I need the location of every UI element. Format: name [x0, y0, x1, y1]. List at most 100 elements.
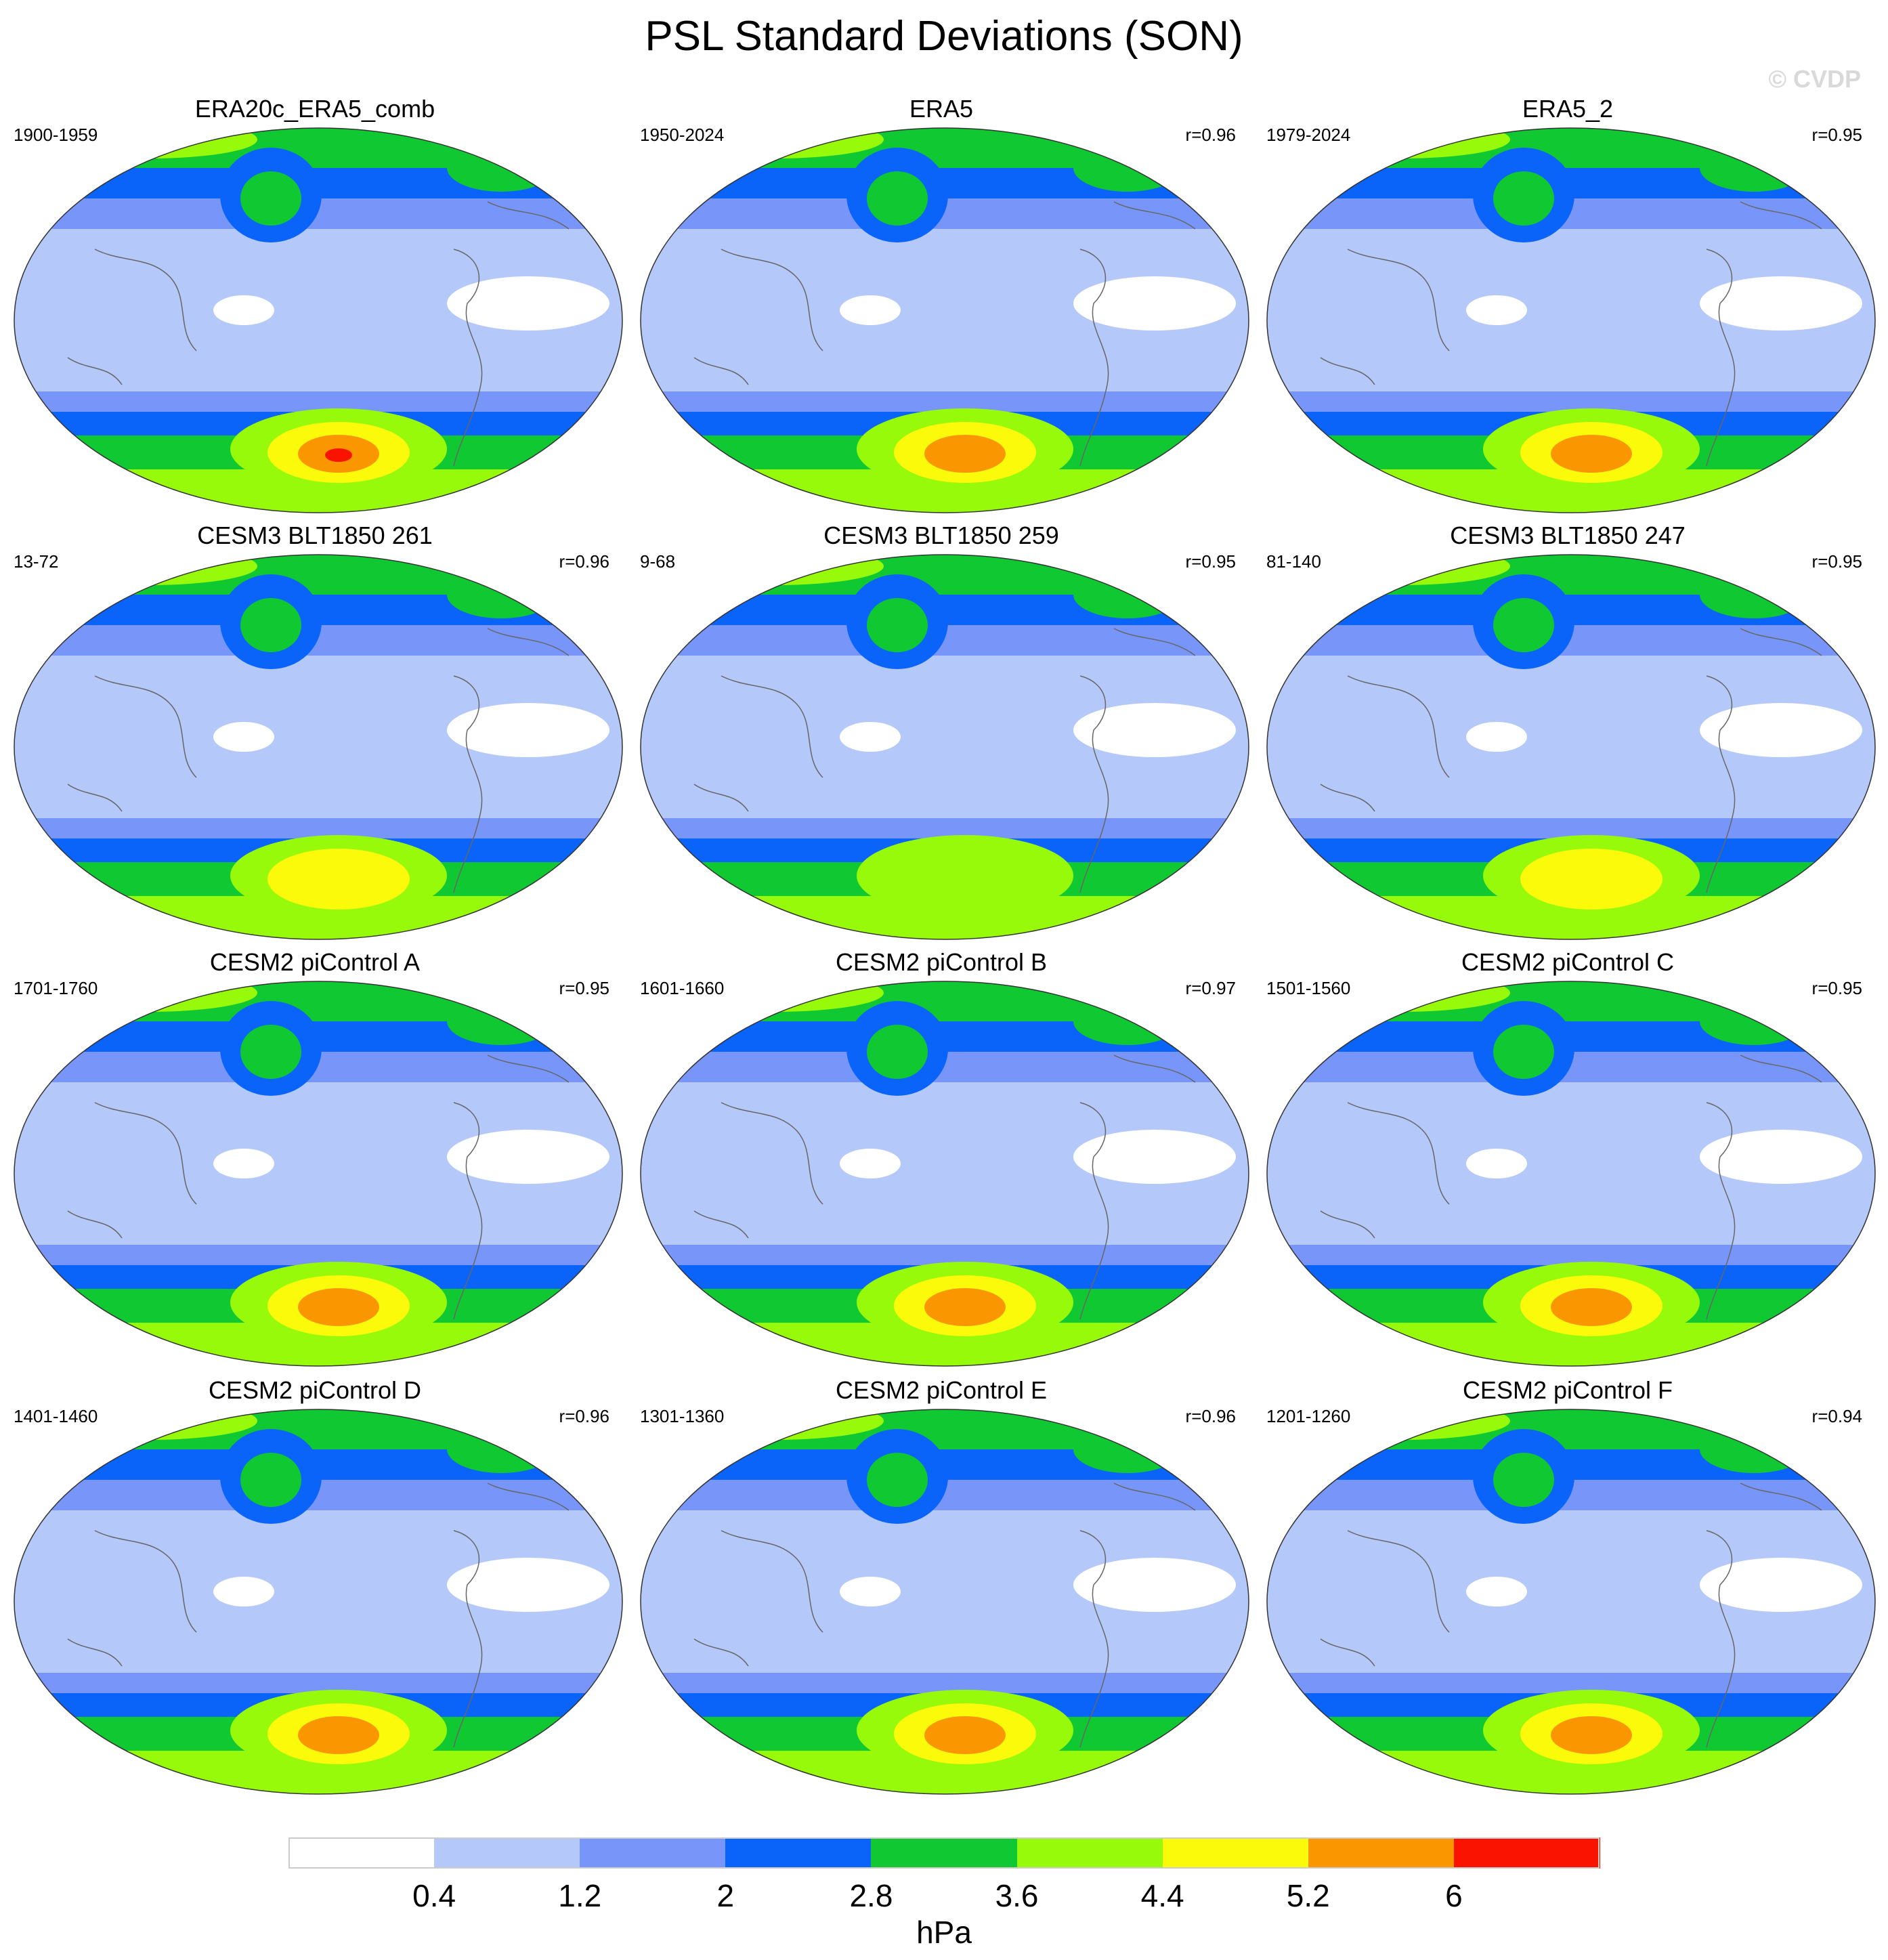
contour-region — [951, 1730, 979, 1743]
colorbar-tick-label: 1.2 — [558, 1878, 602, 1913]
colorbar-tick-label: 3.6 — [995, 1878, 1039, 1913]
panel-correlation: r=0.97 — [1185, 978, 1236, 998]
robinson-map — [1266, 554, 1876, 940]
map-panel: CESM2 piControl B 1601-1660 r=0.97 — [626, 948, 1256, 1382]
coastline — [67, 1483, 570, 1748]
robinson-map — [640, 127, 1249, 513]
contour-region — [325, 448, 352, 462]
contour-region — [213, 1149, 274, 1178]
map-panel: CESM2 piControl F 1201-1260 r=0.94 — [1253, 1376, 1883, 1810]
contour-region — [213, 1577, 274, 1606]
colorbar — [288, 1837, 1600, 1869]
contour-region — [213, 295, 274, 325]
coastline — [67, 628, 570, 893]
robinson-map — [14, 127, 623, 513]
map-panel: ERA5 1950-2024 r=0.96 — [626, 95, 1256, 528]
panel-correlation: r=0.96 — [1185, 125, 1236, 145]
map-panel: CESM2 piControl A 1701-1760 r=0.95 — [0, 948, 630, 1382]
panel-period: 1501-1560 — [1266, 978, 1351, 998]
colorbar-tick-label: 2 — [716, 1878, 735, 1913]
map-panel: CESM2 piControl C 1501-1560 r=0.95 — [1253, 948, 1883, 1382]
contour-region — [1578, 448, 1605, 462]
panel-correlation: r=0.95 — [1185, 551, 1236, 572]
contour-region — [867, 1025, 928, 1079]
contour-region — [641, 1409, 1249, 1449]
contour-region — [447, 1558, 609, 1612]
panel-title: CESM2 piControl D — [208, 1376, 422, 1404]
colorbar-tick-label: 6 — [1445, 1878, 1463, 1913]
colorbar-segment — [1162, 1837, 1309, 1869]
contour-region — [1700, 703, 1862, 757]
colorbar-segment — [1308, 1837, 1455, 1869]
coastline — [1320, 628, 1822, 893]
colorbar-segment — [434, 1837, 581, 1869]
panel-correlation: r=0.96 — [559, 1406, 609, 1426]
credit-watermark: © CVDP — [1768, 65, 1861, 93]
panel-period: 1601-1660 — [640, 978, 725, 998]
contour-region — [1578, 1302, 1605, 1315]
contour-region — [840, 295, 901, 325]
coastline — [693, 1483, 1196, 1748]
contour-region — [1700, 1130, 1862, 1184]
contour-region — [1073, 703, 1236, 757]
contour-region — [1466, 1577, 1527, 1606]
panel-title: ERA5 — [909, 95, 974, 123]
map-panel: ERA5_2 1979-2024 r=0.95 — [1253, 95, 1883, 528]
contour-region — [14, 128, 622, 168]
panel-correlation: r=0.96 — [559, 551, 609, 572]
colorbar-segment — [288, 1837, 435, 1869]
panel-period: 1401-1460 — [14, 1406, 98, 1426]
coastline — [67, 201, 570, 467]
panel-correlation: r=0.95 — [1811, 978, 1862, 998]
contour-region — [951, 448, 979, 462]
contour-region — [951, 1302, 979, 1315]
robinson-map — [640, 981, 1249, 1367]
contour-region — [867, 598, 928, 652]
contour-region — [1267, 128, 1875, 168]
contour-region — [1466, 295, 1527, 325]
contour-region — [1493, 1453, 1554, 1507]
colorbar-unit: hPa — [916, 1915, 972, 1950]
panel-correlation: r=0.94 — [1811, 1406, 1862, 1426]
contour-region — [1073, 1130, 1236, 1184]
contour-region — [325, 1730, 352, 1743]
contour-region — [447, 1130, 609, 1184]
panel-period: 1979-2024 — [1266, 125, 1351, 145]
robinson-map — [1266, 1409, 1876, 1795]
coastline — [693, 1054, 1196, 1320]
contour-region — [840, 1577, 901, 1606]
contour-region — [1700, 1558, 1862, 1612]
panel-title: ERA5_2 — [1522, 95, 1614, 123]
contour-region — [1493, 598, 1554, 652]
colorbar-segment — [1016, 1837, 1163, 1869]
robinson-map — [640, 554, 1249, 940]
contour-region — [1578, 1730, 1605, 1743]
map-panel: CESM3 BLT1850 259 9-68 r=0.95 — [626, 521, 1256, 955]
contour-region — [213, 722, 274, 752]
panel-title: CESM2 piControl A — [209, 948, 421, 976]
contour-region — [240, 598, 301, 652]
panel-correlation: r=0.95 — [1811, 125, 1862, 145]
contour-region — [1073, 276, 1236, 331]
contour-region — [14, 1409, 622, 1449]
colorbar-segment — [871, 1837, 1018, 1869]
colorbar-tick-label: 4.4 — [1140, 1878, 1184, 1913]
colorbar-segment — [580, 1837, 727, 1869]
panel-title: ERA20c_ERA5_comb — [194, 95, 435, 123]
panel-title: CESM3 BLT1850 259 — [823, 521, 1059, 549]
contour-region — [14, 981, 622, 1021]
robinson-map — [14, 1409, 623, 1795]
contour-region — [240, 1453, 301, 1507]
contour-region — [325, 1302, 352, 1315]
contour-region — [14, 555, 622, 595]
coastline — [1320, 1054, 1822, 1320]
coastline — [67, 1054, 570, 1320]
panel-period: 81-140 — [1266, 551, 1321, 572]
map-border — [1266, 554, 1876, 940]
contour-region — [1700, 276, 1862, 331]
panel-period: 1900-1959 — [14, 125, 98, 145]
coastline — [1320, 1483, 1822, 1748]
map-border — [14, 981, 623, 1367]
contour-region — [840, 1149, 901, 1178]
contour-region — [867, 1453, 928, 1507]
